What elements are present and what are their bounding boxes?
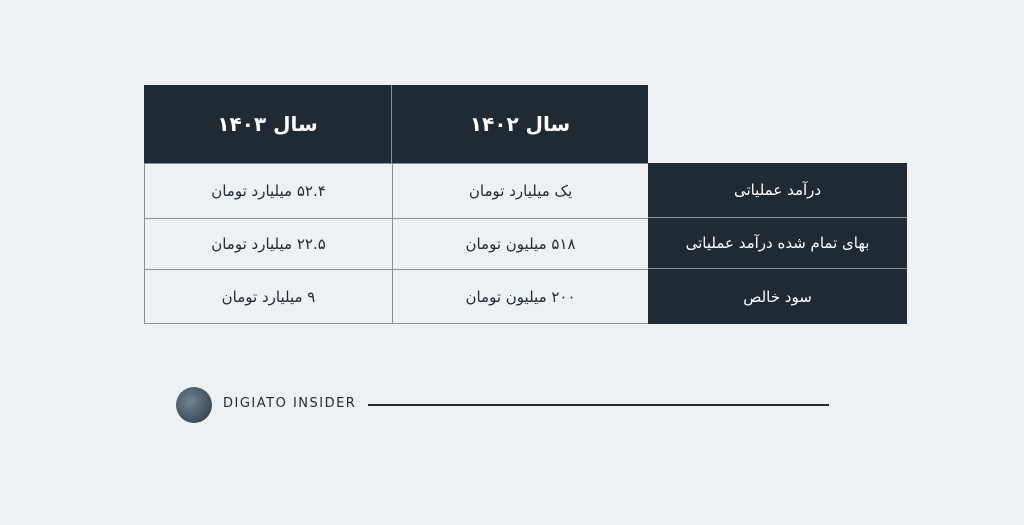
cell-1402: ۲۰۰ میلیون تومان [392, 269, 649, 324]
cell-1403: ۲۲.۵ میلیارد تومان [144, 218, 393, 270]
brand-name: DIGIATO INSIDER [223, 396, 357, 411]
cell-1403: ۹ میلیارد تومان [144, 269, 393, 324]
row-label: درآمد عملیاتی [648, 163, 907, 218]
digiato-logo-icon [176, 387, 212, 423]
row-label: سود خالص [648, 269, 907, 324]
cell-1403: ۵۲.۴ میلیارد تومان [144, 163, 393, 219]
header-1403: سال ۱۴۰۳ [144, 85, 392, 163]
divider [368, 404, 829, 406]
row-label: بهای تمام شده درآمد عملیاتی [648, 218, 907, 269]
cell-1402: ۵۱۸ میلیون تومان [392, 218, 649, 270]
header-1402: سال ۱۴۰۲ [392, 85, 648, 163]
cell-1402: یک میلیارد تومان [392, 163, 649, 219]
